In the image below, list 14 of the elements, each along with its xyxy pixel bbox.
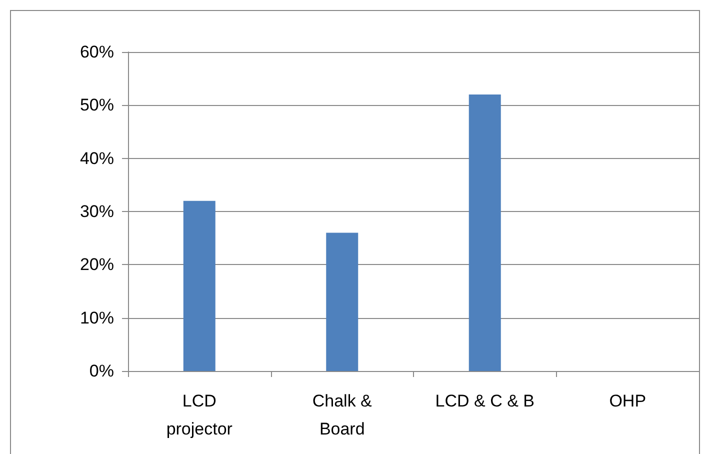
bar bbox=[326, 232, 358, 371]
x-tick-label: LCD projector bbox=[166, 392, 233, 438]
y-tick-label: 30% bbox=[80, 202, 114, 221]
y-tick-label: 40% bbox=[80, 148, 114, 168]
x-tick-label: Chalk & Board bbox=[312, 392, 373, 438]
y-tick-label: 10% bbox=[80, 308, 114, 328]
y-tick-label: 0% bbox=[89, 362, 114, 380]
x-tick-label: LCD & C & B bbox=[435, 392, 534, 410]
bar bbox=[183, 200, 216, 371]
y-tick-label: 20% bbox=[80, 255, 114, 274]
x-tick-label: OHP bbox=[609, 392, 646, 410]
y-tick-label: 60% bbox=[80, 42, 114, 62]
y-tick-label: 50% bbox=[80, 96, 114, 115]
bar bbox=[468, 94, 501, 371]
